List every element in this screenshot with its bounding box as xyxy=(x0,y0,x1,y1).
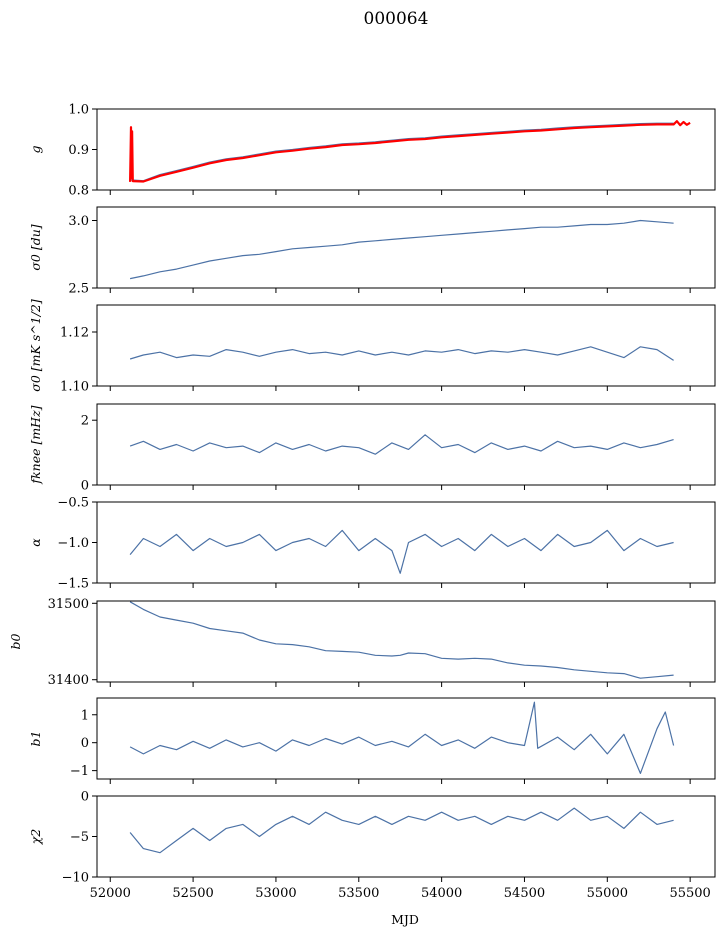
alpha-ytick-label: −0.5 xyxy=(57,496,89,511)
panel-alpha: −1.5 −1.0 −0.5 α xyxy=(28,496,716,592)
fknee-series-blue-line xyxy=(129,434,674,455)
xtick-label: 53000 xyxy=(255,886,296,901)
sigma0_mK-ylabel: σ0 [mK s^1/2] xyxy=(28,299,43,392)
alpha-axes-frame xyxy=(96,501,716,584)
xtick-label: 53500 xyxy=(338,886,379,901)
b1-ytick-label: 0 xyxy=(81,736,89,751)
panel-fknee: 0 2 fknee [mHz] xyxy=(28,403,716,494)
alpha-ytick-label: −1.0 xyxy=(57,536,89,551)
alpha-ytick-label: −1.5 xyxy=(57,577,89,592)
b0-series-blue-line xyxy=(129,601,674,679)
chi2-series-blue-line xyxy=(129,807,674,854)
fknee-axes-frame xyxy=(96,403,716,486)
panel-g: 0.8 0.9 1.0 g xyxy=(28,103,716,199)
g-series-red-line xyxy=(129,120,691,183)
chi2-axes-frame xyxy=(96,795,716,878)
chi2-ytick-label: 0 xyxy=(81,790,89,805)
b1-series-blue-line xyxy=(129,701,675,775)
sigma0_du-ytick-label: 2.5 xyxy=(68,282,89,297)
panel-chi2: −10 −5 0 52000 52500 53000 53500 54000 54500 5500… xyxy=(28,790,716,901)
g-ytick-label: 1.0 xyxy=(68,103,89,118)
xtick-label: 54500 xyxy=(504,886,545,901)
chi2-ylabel: χ2 xyxy=(28,829,43,846)
panels-group: 0.8 0.9 1.0 g 2.5 3.0 σ0 [du] 1.10 1.12 σ0 [mK s^… xyxy=(8,103,716,901)
xtick-label: 52000 xyxy=(90,886,131,901)
sigma0_du-ylabel: σ0 [du] xyxy=(28,224,43,270)
b1-axes-frame xyxy=(96,697,716,780)
sigma0_mK-ytick-label: 1.10 xyxy=(60,380,89,395)
g-series-blue-line xyxy=(130,122,674,182)
sigma0_du-axes-frame xyxy=(96,206,716,289)
b1-ytick-label: −1 xyxy=(70,764,89,779)
figure-title: 000064 xyxy=(364,9,429,29)
fknee-ytick-label: 0 xyxy=(81,479,89,494)
sigma0_mK-series-blue-line xyxy=(129,346,674,361)
b1-ytick-label: 1 xyxy=(81,708,89,723)
panel-sigma0_mK: 1.10 1.12 σ0 [mK s^1/2] xyxy=(28,299,716,395)
b0-ytick-label: 31500 xyxy=(48,597,89,612)
sigma0_mK-ytick-label: 1.12 xyxy=(60,326,89,341)
g-ytick-label: 0.8 xyxy=(68,184,89,199)
panel-b1: −1 0 1 b1 xyxy=(28,697,716,784)
fknee-ytick-label: 2 xyxy=(81,414,89,429)
b1-ylabel: b1 xyxy=(28,731,43,747)
b0-axes-frame xyxy=(96,600,716,683)
xtick-label: 55000 xyxy=(587,886,628,901)
sigma0_du-ytick-label: 3.0 xyxy=(68,214,89,229)
xtick-label: 52500 xyxy=(172,886,213,901)
b0-ylabel: b0 xyxy=(8,633,23,649)
sigma0_mK-axes-frame xyxy=(96,304,716,387)
panel-b0: 31400 31500 b0 xyxy=(8,597,716,688)
g-ylabel: g xyxy=(28,145,43,153)
panel-sigma0_du: 2.5 3.0 σ0 [du] xyxy=(28,206,716,297)
x-axis-label: MJD xyxy=(391,912,419,927)
fknee-ylabel: fknee [mHz] xyxy=(28,405,43,484)
sigma0_du-series-blue-line xyxy=(129,219,674,280)
xtick-label: 54000 xyxy=(421,886,462,901)
chi2-ytick-label: −10 xyxy=(62,871,89,886)
xtick-label: 55500 xyxy=(669,886,710,901)
alpha-ylabel: α xyxy=(28,538,43,547)
chi2-ytick-label: −5 xyxy=(70,830,89,845)
alpha-series-blue-line xyxy=(129,529,674,574)
g-axes-frame xyxy=(96,108,716,191)
g-ytick-label: 0.9 xyxy=(68,143,89,158)
b0-ytick-label: 31400 xyxy=(48,673,89,688)
